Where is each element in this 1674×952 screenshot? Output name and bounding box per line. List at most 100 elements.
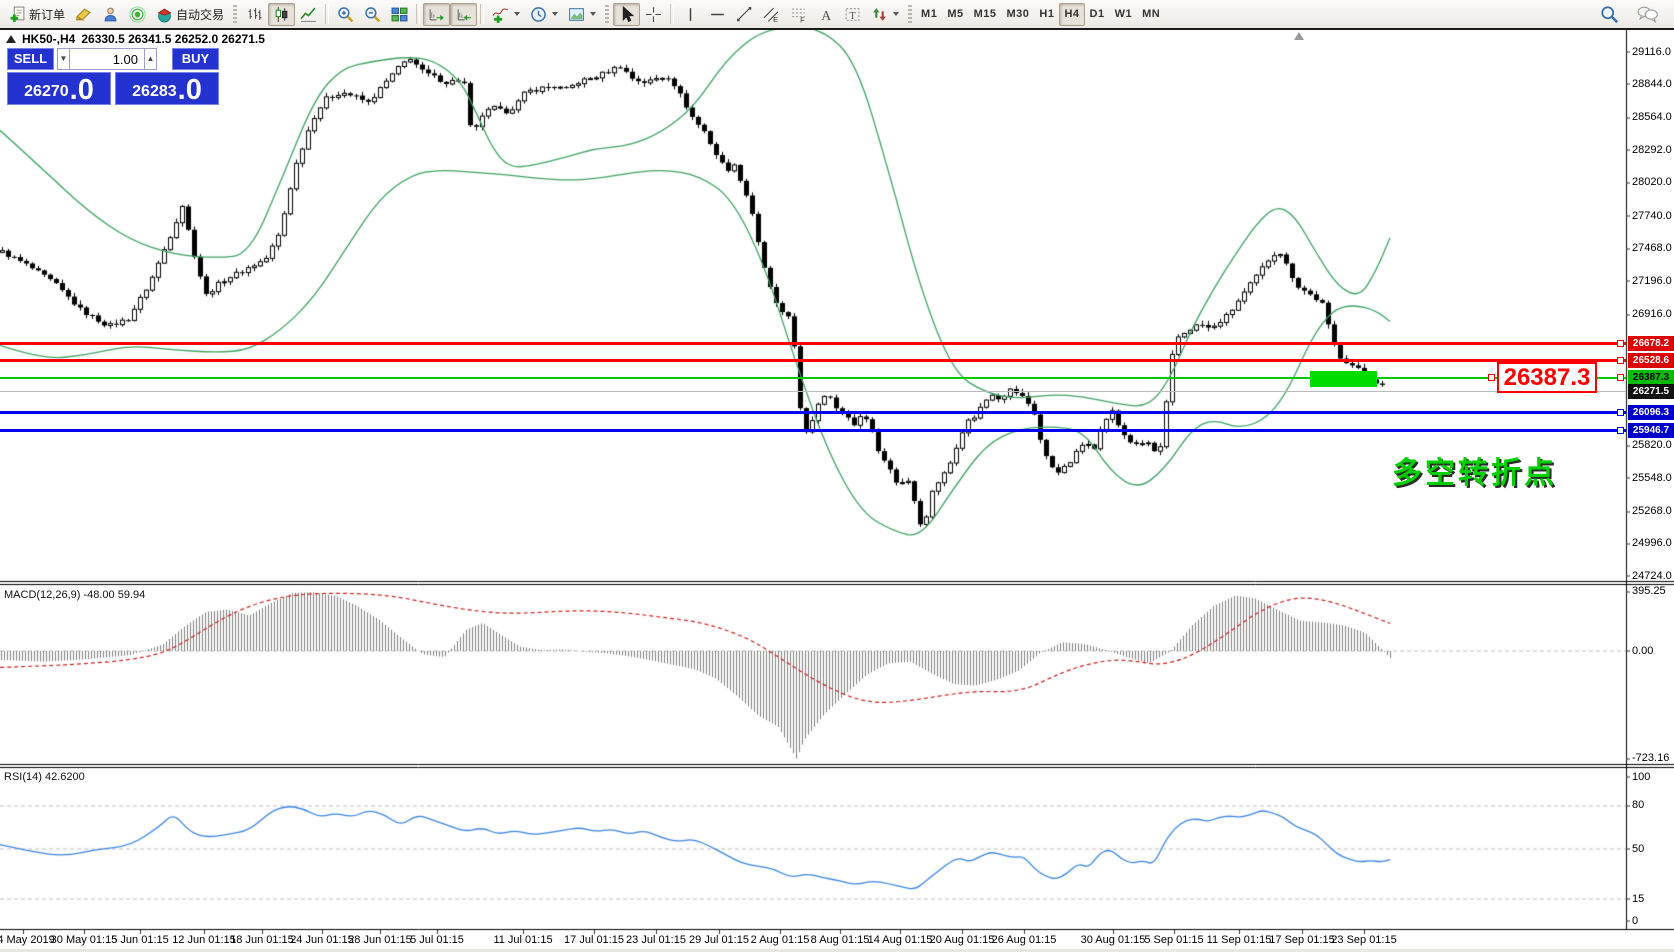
sell-price-button[interactable]: 26270 .0 (7, 72, 111, 105)
horizontal-line-object[interactable] (0, 391, 1626, 393)
line-handle[interactable] (1617, 374, 1624, 382)
horizontal-line-object[interactable] (0, 341, 1626, 345)
timeframe-m30-button[interactable]: M30 (1002, 3, 1035, 26)
date-axis-label: 24 May 2019 (0, 934, 55, 946)
candlestick-button[interactable] (268, 2, 296, 26)
timeframe-h4-button[interactable]: H4 (1059, 2, 1085, 26)
templates-button[interactable] (563, 3, 601, 26)
crosshair-button[interactable] (640, 3, 667, 26)
price-badge: 25946.7 (1628, 422, 1674, 438)
chart-profile-button[interactable] (70, 3, 97, 26)
cursor-icon (618, 5, 635, 23)
chat-button[interactable] (1632, 3, 1664, 26)
line-chart-button[interactable] (295, 3, 322, 26)
timeframe-h1-button[interactable]: H1 (1034, 3, 1059, 26)
tile-windows-button[interactable] (386, 3, 413, 26)
date-axis-label: 5 Sep 01:15 (1144, 934, 1204, 946)
rsi-axis-label: 15 (1632, 892, 1645, 905)
one-click-trade-panel: SELL ▼ ▲ BUY 26270 .0 26283 .0 (7, 48, 219, 105)
price-axis-label: 25268.0 (1632, 505, 1672, 518)
auto-scroll-icon (428, 6, 445, 23)
vertical-line-button[interactable] (677, 3, 704, 26)
signal-button[interactable] (124, 3, 151, 26)
chart-ohlc-values: 26330.5 26341.5 26252.0 26271.5 (81, 32, 265, 46)
shapes-button[interactable] (866, 3, 904, 26)
chevron-down-icon[interactable] (893, 12, 900, 16)
chevron-down-icon[interactable] (514, 12, 521, 16)
indicators-button[interactable] (487, 3, 525, 26)
chart-shift-marker-icon[interactable] (1294, 32, 1304, 40)
chart-profile-icon (75, 6, 92, 23)
timeframe-m15-button[interactable]: M15 (969, 3, 1002, 26)
search-button[interactable] (1595, 3, 1624, 26)
signal-icon (129, 5, 146, 23)
annotation-text-object[interactable]: 多空转折点 (1392, 457, 1557, 490)
market-watch-button[interactable] (97, 3, 124, 26)
volume-decrease-button[interactable]: ▼ (57, 48, 70, 70)
trade-panel-prices: 26270 .0 26283 .0 (7, 72, 219, 105)
highlight-rectangle-object[interactable] (1310, 371, 1377, 387)
toolbar-separator (480, 4, 485, 24)
horizontal-line-object[interactable] (0, 411, 1626, 415)
volume-increase-button[interactable]: ▲ (144, 48, 157, 70)
trendline-button[interactable] (731, 3, 758, 26)
price-callout-label[interactable]: 26387.3 (1497, 362, 1597, 393)
price-axis-label: 24724.0 (1632, 569, 1672, 582)
zoom-out-button[interactable] (359, 3, 386, 26)
line-handle[interactable] (1617, 357, 1624, 365)
zoom-in-button[interactable] (332, 3, 359, 26)
periods-button[interactable] (525, 3, 563, 26)
buy-price-fraction: .0 (177, 74, 202, 106)
horizontal-line-object[interactable] (0, 428, 1626, 432)
fibonacci-button[interactable]: F (785, 3, 812, 26)
horizontal-line-object[interactable] (0, 359, 1626, 363)
price-axis-label: 24996.0 (1632, 537, 1672, 550)
timeframe-mn-button[interactable]: MN (1137, 3, 1165, 26)
channel-button[interactable]: E (758, 3, 785, 26)
horizontal-line-button[interactable] (704, 3, 731, 26)
timeframe-m5-button[interactable]: M5 (942, 3, 968, 26)
timeframe-d1-button[interactable]: D1 (1085, 3, 1110, 26)
text-button[interactable]: A (812, 3, 839, 26)
timeframe-label: H4 (1064, 8, 1080, 20)
buy-button[interactable]: BUY (172, 48, 219, 70)
price-axis-label: 29116.0 (1632, 45, 1671, 58)
sell-button[interactable]: SELL (7, 48, 54, 70)
label-icon: T (844, 6, 861, 23)
status-strip (0, 949, 1674, 952)
rsi-axis-label: 100 (1632, 770, 1651, 783)
date-axis-label: 29 Jul 01:15 (689, 934, 749, 946)
chevron-down-icon[interactable] (552, 12, 559, 16)
svg-text:T: T (849, 10, 856, 21)
date-axis-label: 30 Aug 01:15 (1080, 934, 1146, 946)
line-handle[interactable] (1617, 409, 1624, 417)
buy-price-button[interactable]: 26283 .0 (115, 72, 219, 105)
bar-chart-icon (246, 6, 263, 23)
line-chart-icon (300, 6, 317, 23)
new-order-button[interactable]: 新订单 (4, 3, 70, 26)
date-axis-label: 11 Sep 01:15 (1206, 934, 1272, 946)
label-button[interactable]: T (839, 3, 866, 26)
zoom-in-icon (337, 6, 354, 23)
timeframe-m1-button[interactable]: M1 (916, 3, 942, 26)
timeframe-w1-button[interactable]: W1 (1110, 3, 1138, 26)
bar-chart-button[interactable] (241, 3, 268, 26)
volume-input[interactable] (70, 48, 144, 70)
search-icon (1600, 5, 1619, 24)
cursor-button[interactable] (613, 2, 641, 26)
line-handle[interactable] (1617, 426, 1624, 434)
date-axis-label: 2 Aug 01:15 (750, 934, 810, 946)
price-axis-label: 25820.0 (1632, 439, 1672, 452)
horizontal-line-object[interactable] (0, 376, 1626, 379)
auto-scroll-button[interactable] (423, 2, 451, 26)
rsi-axis-label: 0 (1632, 914, 1639, 927)
chevron-down-icon[interactable] (590, 12, 597, 16)
price-axis-label: 27740.0 (1632, 209, 1672, 222)
chart-shift-button[interactable] (450, 2, 478, 26)
auto-trading-button[interactable]: 自动交易 (151, 3, 229, 26)
price-axis-label: 28844.0 (1632, 77, 1672, 90)
line-handle[interactable] (1617, 339, 1624, 347)
line-handle[interactable] (1488, 374, 1495, 382)
date-axis-label: 28 Jun 01:15 (348, 934, 412, 946)
